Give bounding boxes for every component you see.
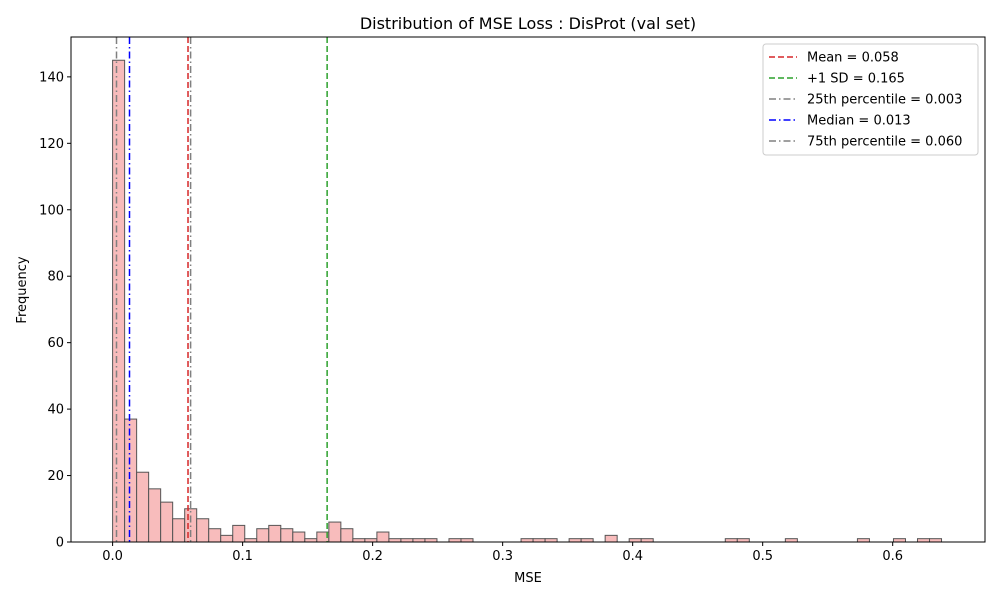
histogram-bar [184, 508, 198, 543]
histogram-bar [292, 531, 306, 543]
histogram-bar [256, 528, 270, 543]
x-tick-label: 0.0 [102, 549, 123, 564]
legend-entry: 75th percentile = 0.060 [807, 135, 962, 150]
histogram-bar [172, 518, 186, 543]
chart-title: Distribution of MSE Loss : DisProt (val … [360, 14, 696, 33]
histogram-bar [232, 524, 246, 543]
legend-entry: Mean = 0.058 [807, 51, 899, 66]
y-tick-label: 140 [39, 70, 64, 85]
histogram-bar [376, 531, 390, 543]
legend: Mean = 0.058 +1 SD = 0.165 25th percentile… [762, 43, 979, 156]
histogram-bar [340, 528, 354, 543]
histogram-bar [136, 471, 150, 543]
legend-entry: 25th percentile = 0.003 [807, 93, 962, 108]
y-tick-label: 0 [56, 536, 64, 551]
histogram-bar [124, 418, 138, 543]
histogram-bar [328, 521, 342, 543]
histogram-bar [280, 528, 294, 543]
y-tick-label: 20 [47, 469, 64, 484]
histogram-bar [268, 524, 282, 543]
histogram-bar [160, 501, 174, 543]
histogram-bar [196, 518, 210, 543]
x-tick-label: 0.5 [752, 549, 773, 564]
x-tick-label: 0.4 [622, 549, 643, 564]
x-tick-label: 0.3 [492, 549, 513, 564]
y-tick-label: 60 [47, 336, 64, 351]
histogram-bar [112, 59, 126, 543]
x-tick-label: 0.6 [882, 549, 903, 564]
y-tick-label: 40 [47, 403, 64, 418]
histogram-bar [604, 534, 618, 543]
histogram-bar [208, 528, 222, 543]
histogram-bar [148, 488, 162, 543]
y-tick-label: 100 [39, 203, 64, 218]
x-axis-label: MSE [514, 571, 542, 586]
plot-frame [70, 36, 986, 543]
legend-box [762, 43, 979, 156]
legend-entry: +1 SD = 0.165 [807, 72, 905, 87]
plot-area: 0.0 0.1 0.2 0.3 0.4 0.5 0.6 0 20 40 60 80 100 120 140 [39, 36, 986, 564]
y-tick-label: 120 [39, 137, 64, 152]
x-tick-label: 0.1 [232, 549, 253, 564]
histogram-bar [220, 534, 234, 543]
legend-entry: Median = 0.013 [807, 114, 911, 129]
y-tick-label: 80 [47, 270, 64, 285]
y-axis-label: Frequency [15, 256, 30, 323]
x-tick-label: 0.2 [362, 549, 383, 564]
